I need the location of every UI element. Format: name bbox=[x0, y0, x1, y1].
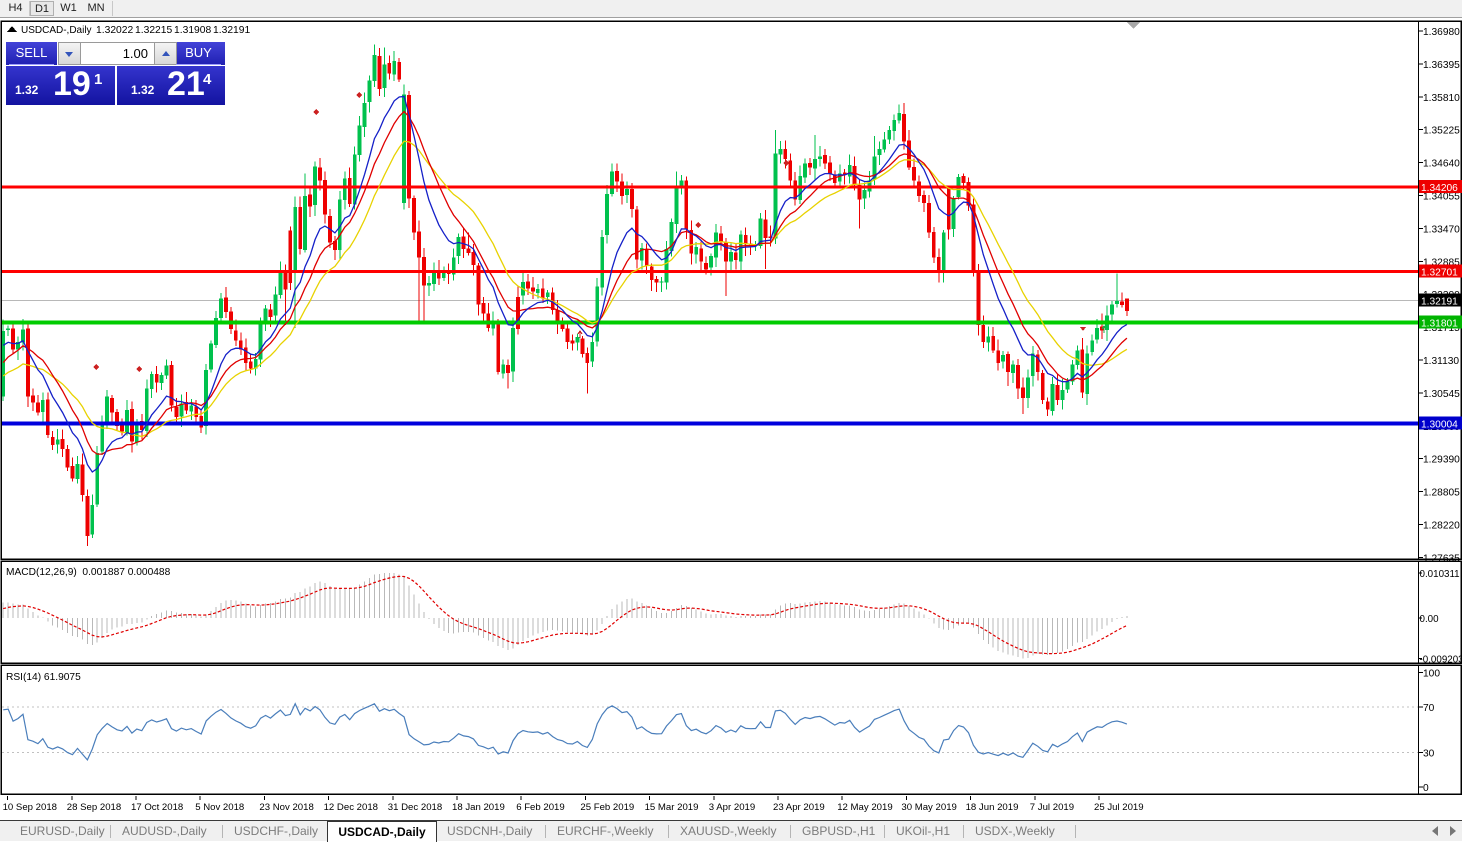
svg-text:100: 100 bbox=[1423, 669, 1440, 680]
svg-text:USDCAD-,Daily: USDCAD-,Daily bbox=[21, 25, 92, 36]
svg-text:MACD(12,26,9) 0.001887 0.0004: MACD(12,26,9) 0.001887 0.000488 bbox=[6, 567, 171, 578]
svg-text:6 Feb 2019: 6 Feb 2019 bbox=[516, 802, 565, 813]
svg-text:18 Jan 2019: 18 Jan 2019 bbox=[452, 802, 505, 813]
svg-text:1.28220: 1.28220 bbox=[1423, 521, 1460, 532]
svg-text:31 Dec 2018: 31 Dec 2018 bbox=[388, 802, 442, 813]
svg-text:25 Feb 2019: 25 Feb 2019 bbox=[580, 802, 634, 813]
svg-text:1.32701: 1.32701 bbox=[1421, 268, 1458, 279]
svg-text:7 Jul 2019: 7 Jul 2019 bbox=[1030, 802, 1074, 813]
svg-text:RSI(14) 61.9075: RSI(14) 61.9075 bbox=[6, 672, 81, 683]
svg-text:1.30004: 1.30004 bbox=[1421, 419, 1458, 430]
svg-text:1.33470: 1.33470 bbox=[1423, 224, 1460, 235]
svg-text:1.32215: 1.32215 bbox=[135, 25, 172, 36]
svg-text:0.00: 0.00 bbox=[1420, 614, 1440, 625]
svg-text:1.32191: 1.32191 bbox=[213, 25, 250, 36]
svg-text:1.27635: 1.27635 bbox=[1423, 553, 1460, 564]
svg-text:25 Jul 2019: 25 Jul 2019 bbox=[1094, 802, 1144, 813]
svg-text:1.32022: 1.32022 bbox=[96, 25, 133, 36]
svg-text:18 Jun 2019: 18 Jun 2019 bbox=[966, 802, 1019, 813]
svg-text:0.010311: 0.010311 bbox=[1420, 569, 1460, 580]
svg-text:12 May 2019: 12 May 2019 bbox=[837, 802, 892, 813]
svg-text:1.29390: 1.29390 bbox=[1423, 455, 1460, 466]
svg-text:17 Oct 2018: 17 Oct 2018 bbox=[131, 802, 183, 813]
svg-text:30: 30 bbox=[1423, 749, 1435, 760]
svg-text:1.31801: 1.31801 bbox=[1421, 318, 1458, 329]
svg-text:1.32191: 1.32191 bbox=[1421, 296, 1458, 307]
svg-text:1.28805: 1.28805 bbox=[1423, 488, 1460, 499]
svg-text:70: 70 bbox=[1423, 703, 1435, 714]
svg-text:3 Apr 2019: 3 Apr 2019 bbox=[709, 802, 755, 813]
svg-text:1.36980: 1.36980 bbox=[1423, 27, 1460, 38]
svg-text:1.31130: 1.31130 bbox=[1423, 356, 1459, 367]
svg-text:1.35810: 1.35810 bbox=[1423, 93, 1460, 104]
svg-text:1.30545: 1.30545 bbox=[1423, 389, 1460, 400]
svg-text:1.31908: 1.31908 bbox=[174, 25, 211, 36]
svg-text:30 May 2019: 30 May 2019 bbox=[901, 802, 956, 813]
svg-text:10 Sep 2018: 10 Sep 2018 bbox=[3, 802, 57, 813]
svg-text:12 Dec 2018: 12 Dec 2018 bbox=[324, 802, 378, 813]
svg-text:-0.009203: -0.009203 bbox=[1420, 655, 1462, 666]
svg-text:0: 0 bbox=[1423, 783, 1429, 794]
svg-text:1.36395: 1.36395 bbox=[1423, 60, 1460, 71]
svg-text:15 Mar 2019: 15 Mar 2019 bbox=[645, 802, 699, 813]
svg-text:23 Apr 2019: 23 Apr 2019 bbox=[773, 802, 825, 813]
svg-text:1.34206: 1.34206 bbox=[1421, 183, 1458, 194]
svg-text:1.34640: 1.34640 bbox=[1423, 159, 1460, 170]
svg-text:5 Nov 2018: 5 Nov 2018 bbox=[195, 802, 244, 813]
svg-text:23 Nov 2018: 23 Nov 2018 bbox=[259, 802, 313, 813]
svg-text:1.35225: 1.35225 bbox=[1423, 126, 1460, 137]
svg-text:28 Sep 2018: 28 Sep 2018 bbox=[67, 802, 121, 813]
